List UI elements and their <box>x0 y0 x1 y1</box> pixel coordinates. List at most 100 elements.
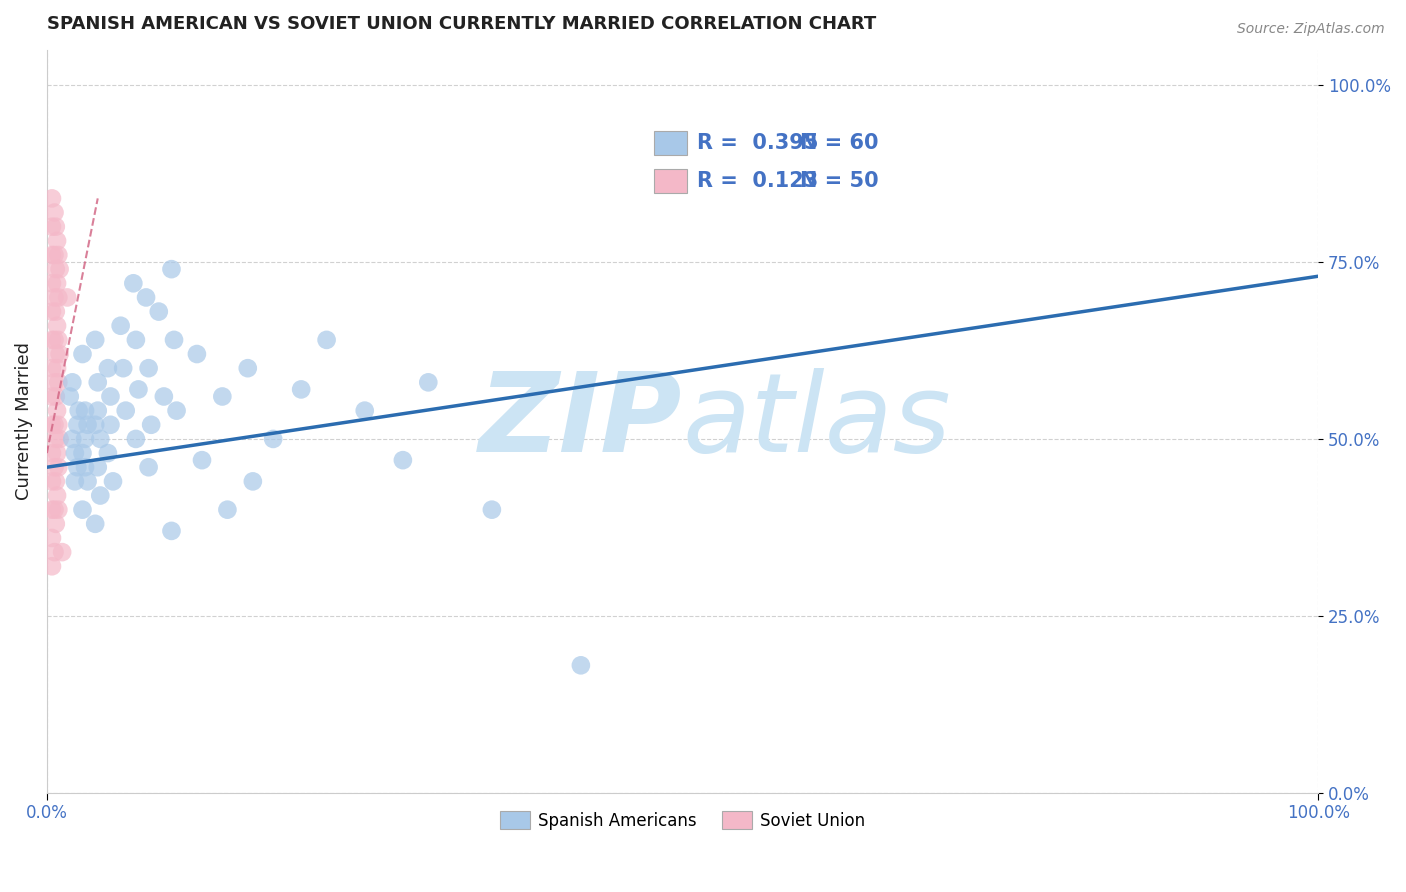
Point <box>153 389 176 403</box>
Point <box>76 475 98 489</box>
Point <box>60 376 83 390</box>
Point <box>41 531 63 545</box>
Point <box>125 333 148 347</box>
Point <box>84 516 107 531</box>
Point <box>87 460 110 475</box>
Point <box>73 460 96 475</box>
Point <box>217 502 239 516</box>
Point <box>191 453 214 467</box>
Point <box>166 403 188 417</box>
Point <box>84 333 107 347</box>
Text: atlas: atlas <box>682 368 952 475</box>
Point <box>48 347 70 361</box>
Point <box>41 475 63 489</box>
Text: N = 60: N = 60 <box>800 133 879 153</box>
Point <box>315 333 337 347</box>
Point <box>122 277 145 291</box>
Bar <box>654 130 688 155</box>
Point <box>127 383 149 397</box>
Point <box>148 304 170 318</box>
Point <box>97 361 120 376</box>
Point <box>41 502 63 516</box>
Point <box>135 290 157 304</box>
Point <box>481 502 503 516</box>
Point <box>46 376 69 390</box>
Point <box>41 219 63 234</box>
Bar <box>654 169 688 194</box>
Text: ZIP: ZIP <box>479 368 682 475</box>
Point <box>45 432 67 446</box>
Point <box>101 475 124 489</box>
Point <box>84 417 107 432</box>
Point <box>46 318 69 333</box>
Point <box>46 290 69 304</box>
Point <box>45 304 67 318</box>
Point <box>41 248 63 262</box>
Point <box>139 417 162 432</box>
Point <box>138 361 160 376</box>
Point <box>89 489 111 503</box>
Point <box>51 545 73 559</box>
Point <box>138 460 160 475</box>
Y-axis label: Currently Married: Currently Married <box>15 343 32 500</box>
Point <box>44 376 66 390</box>
Text: Source: ZipAtlas.com: Source: ZipAtlas.com <box>1237 22 1385 37</box>
Point <box>290 383 312 397</box>
Point <box>72 502 94 516</box>
Point <box>46 333 69 347</box>
Point <box>48 262 70 277</box>
Point <box>48 432 70 446</box>
Point <box>44 417 66 432</box>
Point <box>46 460 69 475</box>
Point <box>44 545 66 559</box>
Point <box>46 248 69 262</box>
Point <box>76 417 98 432</box>
Point <box>87 403 110 417</box>
Point <box>59 389 82 403</box>
Point <box>63 475 86 489</box>
Point <box>45 347 67 361</box>
Point <box>100 417 122 432</box>
Point <box>44 205 66 219</box>
Point <box>160 524 183 538</box>
Point <box>392 453 415 467</box>
Point <box>73 432 96 446</box>
Point <box>110 318 132 333</box>
Legend: Spanish Americans, Soviet Union: Spanish Americans, Soviet Union <box>494 805 872 837</box>
Point <box>163 333 186 347</box>
Point <box>41 333 63 347</box>
Point <box>242 475 264 489</box>
Point <box>41 389 63 403</box>
Point <box>87 376 110 390</box>
Point <box>45 475 67 489</box>
Point <box>236 361 259 376</box>
Text: R =  0.123: R = 0.123 <box>697 171 818 191</box>
Point <box>44 460 66 475</box>
Point <box>45 516 67 531</box>
Point <box>41 417 63 432</box>
Text: R =  0.395: R = 0.395 <box>697 133 818 153</box>
Point <box>46 502 69 516</box>
Point <box>67 403 90 417</box>
Point <box>45 262 67 277</box>
Point <box>569 658 592 673</box>
Point <box>418 376 440 390</box>
Point <box>44 248 66 262</box>
Point <box>89 432 111 446</box>
Point <box>125 432 148 446</box>
Point <box>46 234 69 248</box>
Point <box>56 290 79 304</box>
Point <box>46 489 69 503</box>
Point <box>63 446 86 460</box>
Point <box>45 389 67 403</box>
Point <box>211 389 233 403</box>
Point <box>41 559 63 574</box>
Point <box>114 403 136 417</box>
Point <box>44 290 66 304</box>
Point <box>46 446 69 460</box>
Point <box>46 277 69 291</box>
Point <box>44 333 66 347</box>
Point <box>72 446 94 460</box>
Point <box>44 502 66 516</box>
Point <box>41 304 63 318</box>
